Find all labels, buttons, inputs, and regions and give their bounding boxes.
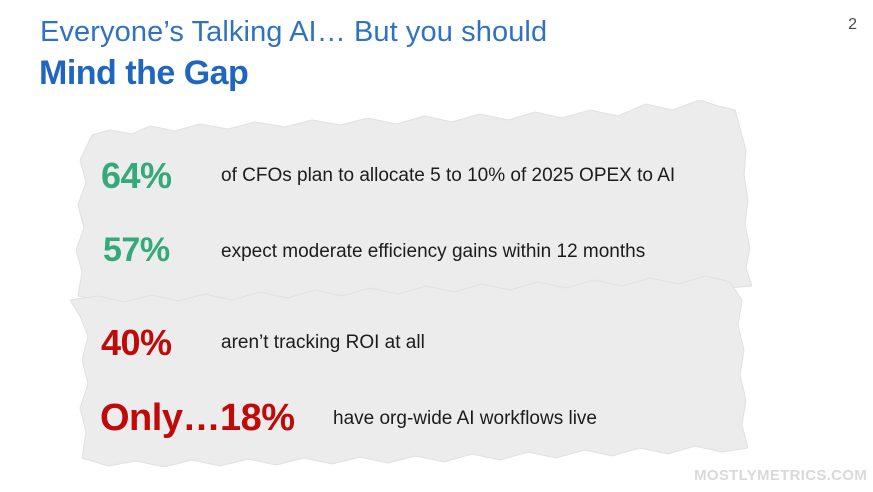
stat-text-workflows: have org-wide AI workflows live	[333, 408, 597, 429]
paper-strip-bottom	[69, 275, 749, 468]
stat-value-efficiency: 57%	[103, 231, 170, 269]
stat-value-roi: 40%	[101, 322, 172, 363]
title-line-1: Everyone’s Talking AI… But you should	[40, 16, 548, 48]
title-line-2: Mind the Gap	[39, 54, 249, 92]
stat-text-cfo-opex: of CFOs plan to allocate 5 to 10% of 202…	[221, 165, 676, 186]
page-number: 2	[848, 16, 857, 33]
watermark-logo: MOSTLYMETRICS.COM	[694, 467, 867, 484]
stat-value-cfo-opex: 64%	[101, 155, 172, 196]
stat-value-workflows: Only…18%	[100, 397, 295, 439]
stat-text-roi: aren’t tracking ROI at all	[221, 332, 425, 353]
stat-text-efficiency: expect moderate efficiency gains within …	[221, 241, 646, 262]
paper-strip-top	[75, 99, 753, 308]
